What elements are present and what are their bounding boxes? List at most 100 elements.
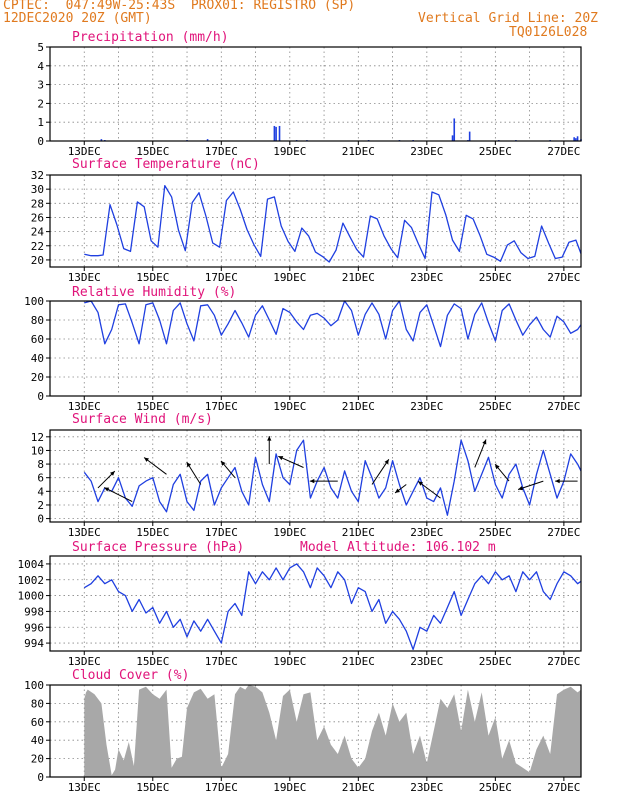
- wind-xtick-label: 27DEC: [547, 526, 580, 539]
- humidity-ytick-label: 40: [31, 352, 44, 365]
- wind-ytick-label: 6: [37, 472, 44, 485]
- pressure-xtick-label: 17DEC: [205, 655, 238, 668]
- pressure-panel: 994 996 998 1000 1002 1004 13DEC 15DEC 17DEC 19DE…: [18, 540, 582, 668]
- precipitation-panel: 0 1 2 3 4 5 13DEC 15DEC 17DEC 19DEC 21DEC 23DEC 25DE…: [37, 30, 582, 158]
- cloud-cover-ytick-label: 100: [24, 679, 44, 692]
- precipitation-bar: [453, 118, 456, 141]
- precipitation-xtick-label: 15DEC: [136, 145, 169, 158]
- wind-arrow: [371, 459, 390, 485]
- precipitation-ytick-label: 0: [37, 135, 44, 148]
- temperature-ytick-label: 26: [31, 211, 44, 224]
- temperature-xtick-label: 17DEC: [205, 271, 238, 284]
- cloud-cover-ytick-label: 60: [31, 716, 44, 729]
- humidity-frame: [49, 300, 582, 397]
- pressure-xtick-label: 25DEC: [479, 655, 512, 668]
- humidity-ytick-label: 20: [31, 371, 44, 384]
- wind-arrow-head: [186, 462, 191, 468]
- wind-xtick-label: 25DEC: [479, 526, 512, 539]
- wind-line: [83, 439, 582, 516]
- precipitation-frame: [49, 46, 582, 142]
- temperature-xtick-label: 13DEC: [68, 271, 101, 284]
- header-location: CPTEC: 047:49W-25:43S PROX01: REGISTRO (…: [3, 0, 356, 13]
- wind-title: Surface Wind (m/s): [72, 412, 213, 427]
- temperature-ytick-label: 22: [31, 240, 44, 253]
- precipitation-xtick-label: 19DEC: [273, 145, 306, 158]
- wind-arrow-head: [144, 457, 149, 462]
- temperature-xtick-label: 25DEC: [479, 271, 512, 284]
- pressure-ytick-label: 996: [24, 621, 44, 634]
- precipitation-bar: [206, 139, 209, 141]
- humidity-xtick-label: 17DEC: [205, 400, 238, 413]
- precipitation-bar: [100, 139, 103, 141]
- precipitation-xtick-label: 13DEC: [68, 145, 101, 158]
- wind-arrow-head: [221, 460, 226, 466]
- pressure-ytick-label: 998: [24, 605, 44, 618]
- precipitation-xtick-label: 27DEC: [547, 145, 580, 158]
- precipitation-bar: [451, 135, 454, 141]
- pressure-frame: [49, 555, 582, 652]
- humidity-xtick-label: 27DEC: [547, 400, 580, 413]
- wind-arrow-head: [495, 464, 500, 470]
- pressure-xtick-label: 21DEC: [342, 655, 375, 668]
- wind-arrow-head: [278, 456, 284, 461]
- temperature-frame: [49, 174, 582, 268]
- cloud-cover-xtick-label: 17DEC: [205, 781, 238, 794]
- cloud-cover-panel: 0 20 40 60 80 100 13DEC 15DEC 17DEC 19DEC 21DEC 23D…: [24, 668, 582, 794]
- wind-arrow-head: [104, 487, 110, 492]
- temperature-xtick-label: 23DEC: [410, 271, 443, 284]
- temperature-title: Surface Temperature (nC): [72, 157, 260, 172]
- wind-ytick-label: 4: [37, 485, 44, 498]
- wind-xtick-label: 15DEC: [136, 526, 169, 539]
- cloud-cover-ytick-label: 20: [31, 753, 44, 766]
- wind-arrow-head: [395, 488, 400, 493]
- temperature-xtick-label: 19DEC: [273, 271, 306, 284]
- wind-ytick-label: 10: [31, 444, 44, 457]
- precipitation-bar: [573, 137, 575, 141]
- wind-xtick-label: 13DEC: [68, 526, 101, 539]
- temperature-xtick-label: 15DEC: [136, 271, 169, 284]
- precipitation-ytick-label: 5: [37, 41, 44, 54]
- wind-arrow-head: [418, 481, 423, 486]
- pressure-annotation: Model Altitude: 106.102 m: [300, 540, 496, 555]
- wind-arrow: [143, 457, 167, 475]
- wind-arrow-head: [384, 459, 389, 465]
- wind-arrow-head: [518, 486, 524, 491]
- pressure-ytick-label: 1002: [18, 574, 45, 587]
- precipitation-bar: [273, 125, 276, 141]
- humidity-xtick-label: 13DEC: [68, 400, 101, 413]
- precipitation-xtick-label: 25DEC: [479, 145, 512, 158]
- wind-arrow-head: [309, 478, 315, 484]
- wind-ytick-label: 8: [37, 458, 44, 471]
- cloud-cover-xtick-label: 15DEC: [136, 781, 169, 794]
- precipitation-xtick-label: 21DEC: [342, 145, 375, 158]
- pressure-title: Surface Pressure (hPa): [72, 540, 244, 555]
- cloud-cover-xtick-label: 25DEC: [479, 781, 512, 794]
- wind-arrow-head: [482, 439, 487, 445]
- wind-frame: [49, 429, 582, 523]
- humidity-line: [84, 300, 582, 348]
- humidity-ytick-label: 80: [31, 314, 44, 327]
- humidity-xtick-label: 25DEC: [479, 400, 512, 413]
- precipitation-bar: [278, 125, 281, 141]
- wind-arrow-head: [110, 471, 115, 476]
- temperature-ytick-label: 24: [31, 226, 45, 239]
- temperature-ytick-label: 32: [31, 169, 44, 182]
- humidity-ytick-label: 100: [24, 295, 44, 308]
- temperature-ytick-label: 28: [31, 197, 44, 210]
- wind-ytick-label: 12: [31, 431, 44, 444]
- cloud-cover-ytick-label: 0: [37, 771, 44, 784]
- cloud-cover-frame: [49, 684, 582, 778]
- precipitation-bar: [275, 126, 277, 141]
- precipitation-bar: [468, 131, 471, 141]
- temperature-ytick-label: 30: [31, 183, 44, 196]
- pressure-xtick-label: 13DEC: [68, 655, 101, 668]
- precipitation-ytick-label: 3: [37, 79, 44, 92]
- temperature-line: [84, 184, 582, 263]
- precipitation-bar: [576, 136, 579, 141]
- precipitation-title: Precipitation (mm/h): [72, 30, 229, 45]
- pressure-ytick-label: 1004: [18, 558, 45, 571]
- cloud-cover-xtick-label: 23DEC: [410, 781, 443, 794]
- pressure-ytick-label: 994: [24, 637, 44, 650]
- pressure-xtick-label: 23DEC: [410, 655, 443, 668]
- humidity-ytick-label: 60: [31, 333, 44, 346]
